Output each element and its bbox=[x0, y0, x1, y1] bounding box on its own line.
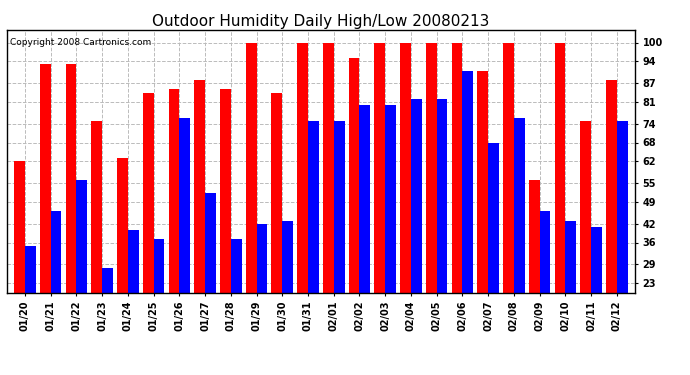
Bar bbox=[503, 42, 514, 355]
Bar bbox=[257, 224, 267, 355]
Bar bbox=[246, 42, 257, 355]
Bar bbox=[462, 70, 473, 355]
Bar bbox=[230, 239, 241, 355]
Bar bbox=[555, 42, 565, 355]
Bar bbox=[25, 246, 36, 355]
Bar bbox=[411, 99, 422, 355]
Bar bbox=[154, 239, 164, 355]
Bar bbox=[334, 121, 344, 355]
Bar bbox=[168, 89, 179, 355]
Bar bbox=[488, 142, 499, 355]
Bar bbox=[297, 42, 308, 355]
Bar bbox=[40, 64, 50, 355]
Bar bbox=[50, 211, 61, 355]
Bar bbox=[359, 105, 371, 355]
Bar bbox=[514, 117, 524, 355]
Bar bbox=[282, 220, 293, 355]
Bar bbox=[580, 121, 591, 355]
Bar bbox=[91, 121, 102, 355]
Bar bbox=[66, 64, 77, 355]
Bar bbox=[271, 93, 282, 355]
Bar bbox=[591, 227, 602, 355]
Bar bbox=[540, 211, 551, 355]
Bar bbox=[529, 180, 540, 355]
Bar bbox=[385, 105, 396, 355]
Bar bbox=[400, 42, 411, 355]
Bar bbox=[437, 99, 447, 355]
Bar bbox=[205, 192, 216, 355]
Text: Copyright 2008 Cartronics.com: Copyright 2008 Cartronics.com bbox=[10, 38, 151, 47]
Bar bbox=[143, 93, 154, 355]
Bar bbox=[426, 42, 437, 355]
Bar bbox=[348, 58, 359, 355]
Title: Outdoor Humidity Daily High/Low 20080213: Outdoor Humidity Daily High/Low 20080213 bbox=[152, 14, 489, 29]
Bar bbox=[14, 161, 25, 355]
Bar bbox=[179, 117, 190, 355]
Bar bbox=[117, 158, 128, 355]
Bar bbox=[451, 42, 462, 355]
Bar bbox=[220, 89, 230, 355]
Bar bbox=[617, 121, 628, 355]
Bar bbox=[375, 42, 385, 355]
Bar bbox=[102, 267, 113, 355]
Bar bbox=[77, 180, 87, 355]
Bar bbox=[323, 42, 334, 355]
Bar bbox=[195, 80, 205, 355]
Bar bbox=[565, 220, 576, 355]
Bar bbox=[308, 121, 319, 355]
Bar bbox=[606, 80, 617, 355]
Bar bbox=[477, 70, 488, 355]
Bar bbox=[128, 230, 139, 355]
